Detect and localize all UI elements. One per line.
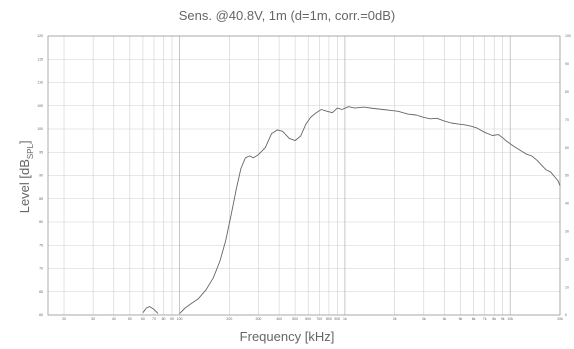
- right-tick-label: 50: [565, 174, 569, 178]
- y-tick-label: 95: [39, 150, 43, 154]
- right-tick-label: 40: [565, 202, 569, 206]
- x-tick-label: 7k: [483, 317, 487, 321]
- response-curve: [142, 306, 159, 314]
- y-tick-label: 90: [39, 174, 43, 178]
- y-tick-label: 70: [39, 267, 43, 271]
- x-tick-label: 6k: [472, 317, 476, 321]
- y-tick-label: 100: [37, 127, 43, 131]
- x-tick-label: 90: [170, 317, 174, 321]
- tick-labels: 1201151101051009590858075706560100908070…: [37, 34, 571, 321]
- y-tick-label: 80: [39, 220, 43, 224]
- y-tick-label: 75: [39, 243, 43, 247]
- grid: [48, 35, 561, 316]
- response-curve: [179, 106, 561, 314]
- x-tick-label: 40: [112, 317, 116, 321]
- x-tick-label: 200: [226, 317, 232, 321]
- chart-title: Sens. @40.8V, 1m (d=1m, corr.=0dB): [178, 8, 396, 23]
- x-tick-label: 2k: [393, 317, 397, 321]
- x-tick-label: 10k: [507, 317, 513, 321]
- x-tick-label: 3k: [422, 317, 426, 321]
- y-tick-label: 60: [39, 313, 43, 317]
- right-tick-label: 80: [565, 90, 569, 94]
- right-tick-label: 100: [565, 34, 571, 38]
- y-tick-label: 110: [37, 81, 43, 85]
- x-tick-label: 5k: [459, 317, 463, 321]
- plot-frame: [47, 35, 561, 316]
- x-tick-label: 1k: [343, 317, 347, 321]
- x-tick-label: 50: [128, 317, 132, 321]
- x-tick-label: 9k: [501, 317, 505, 321]
- right-tick-label: 10: [565, 285, 569, 289]
- right-tick-label: 20: [565, 257, 569, 261]
- x-tick-label: 600: [305, 317, 311, 321]
- curves: [142, 106, 561, 314]
- right-tick-label: 0: [565, 313, 567, 317]
- y-tick-label: 105: [37, 104, 43, 108]
- y-tick-label: 115: [37, 57, 43, 61]
- y-tick-label: 85: [39, 197, 43, 201]
- x-tick-label: 4k: [443, 317, 447, 321]
- x-tick-label: 800: [326, 317, 332, 321]
- right-tick-label: 60: [565, 146, 569, 150]
- x-tick-label: 80: [162, 317, 166, 321]
- x-tick-label: 8k: [492, 317, 496, 321]
- y-tick-label: 120: [37, 34, 43, 38]
- x-axis-label: Frequency [kHz]: [239, 329, 335, 344]
- x-tick-label: 900: [334, 317, 340, 321]
- x-tick-label: 300: [256, 317, 262, 321]
- right-tick-label: 30: [565, 230, 569, 234]
- right-tick-label: 70: [565, 118, 569, 122]
- x-tick-label: 20: [62, 317, 66, 321]
- x-tick-label: 400: [276, 317, 282, 321]
- x-tick-label: 500: [292, 317, 298, 321]
- x-tick-label: 60: [141, 317, 145, 321]
- x-tick-label: 100: [177, 317, 183, 321]
- right-tick-label: 90: [565, 62, 569, 66]
- y-tick-label: 65: [39, 290, 43, 294]
- x-tick-label: 30: [91, 317, 95, 321]
- x-tick-label: 70: [152, 317, 156, 321]
- x-tick-label: 20k: [557, 317, 563, 321]
- x-tick-label: 700: [316, 317, 322, 321]
